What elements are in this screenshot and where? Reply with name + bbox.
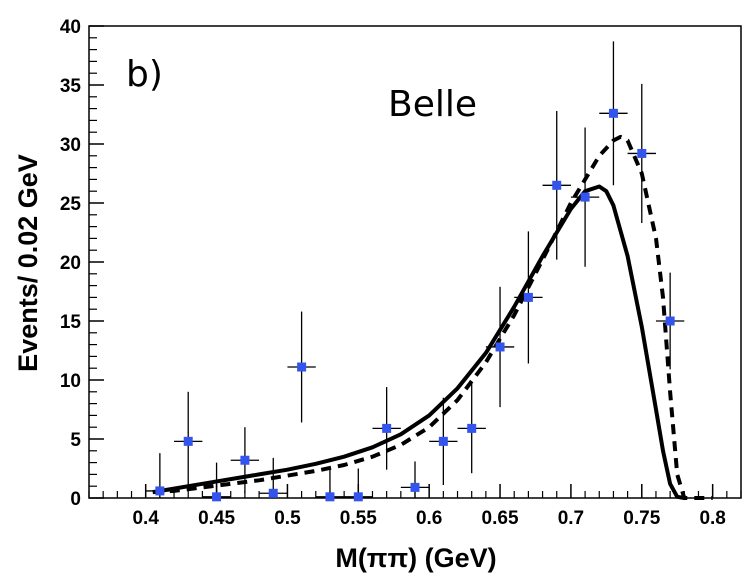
data-point (514, 231, 543, 364)
data-point (202, 462, 231, 502)
data-marker (155, 486, 165, 496)
experiment-label: Belle (388, 84, 477, 125)
data-point (315, 468, 345, 502)
data-marker (580, 192, 590, 202)
data-marker (325, 492, 335, 502)
x-tick-label: 0.45 (198, 508, 235, 529)
panel-label: b) (126, 54, 163, 95)
data-point (570, 127, 600, 267)
data-marker (523, 292, 533, 302)
data-point (627, 83, 656, 224)
data-marker (268, 488, 278, 498)
data-marker (552, 180, 562, 190)
y-tick-label: 5 (70, 430, 81, 451)
data-marker (467, 423, 477, 433)
data-marker (183, 436, 193, 446)
data-point (485, 286, 515, 408)
y-tick-label: 35 (60, 76, 82, 97)
data-point (599, 41, 628, 186)
x-tick-label: 0.5 (274, 508, 301, 529)
fit-curves (152, 134, 713, 500)
data-marker (297, 362, 307, 372)
data-marker (438, 436, 448, 446)
data-point (655, 272, 685, 370)
x-axis-title: M(ππ) (GeV) (335, 543, 496, 573)
x-tick-label: 0.65 (482, 508, 519, 529)
data-point (259, 457, 288, 498)
tick-marks (88, 25, 742, 499)
data-point (344, 468, 373, 502)
data-point (542, 110, 571, 260)
data-marker (410, 482, 420, 492)
data-point (457, 383, 486, 474)
data-point (174, 391, 203, 491)
y-tick-label: 30 (60, 135, 81, 156)
x-tick-label: 0.8 (699, 508, 725, 529)
fit-curve-fit-solid (152, 184, 685, 500)
tick-labels: 0.4 0.45 0.5 0.55 0.6 0.65 0.7 0.75 0.8 0 5 10 15 20 2… (60, 17, 726, 529)
x-tick-label: 0.4 (132, 508, 159, 529)
data-marker (637, 148, 647, 158)
data-marker (382, 423, 392, 433)
data-point (287, 311, 316, 423)
y-tick-label: 40 (60, 17, 81, 38)
data-point (372, 387, 401, 470)
fit-curve-fit-dashed (152, 134, 713, 500)
data-marker (353, 492, 363, 502)
x-tick-label: 0.6 (416, 508, 442, 529)
y-axis-title: Events/ 0.02 GeV (13, 154, 43, 372)
x-tick-label: 0.55 (340, 508, 377, 529)
data-point (400, 461, 430, 498)
data-point (230, 427, 260, 494)
y-tick-label: 0 (70, 489, 81, 510)
x-tick-label: 0.75 (623, 508, 660, 529)
y-tick-label: 25 (60, 194, 82, 215)
data-marker (495, 342, 505, 352)
data-point (429, 397, 458, 486)
y-tick-label: 15 (60, 312, 82, 333)
data-marker (608, 108, 618, 118)
y-tick-label: 20 (60, 253, 81, 274)
data-points (145, 41, 685, 502)
data-marker (212, 492, 222, 502)
data-marker (240, 455, 250, 465)
data-marker (665, 316, 675, 326)
data-point (145, 453, 175, 498)
y-tick-label: 10 (60, 371, 81, 392)
x-tick-label: 0.7 (558, 508, 584, 529)
